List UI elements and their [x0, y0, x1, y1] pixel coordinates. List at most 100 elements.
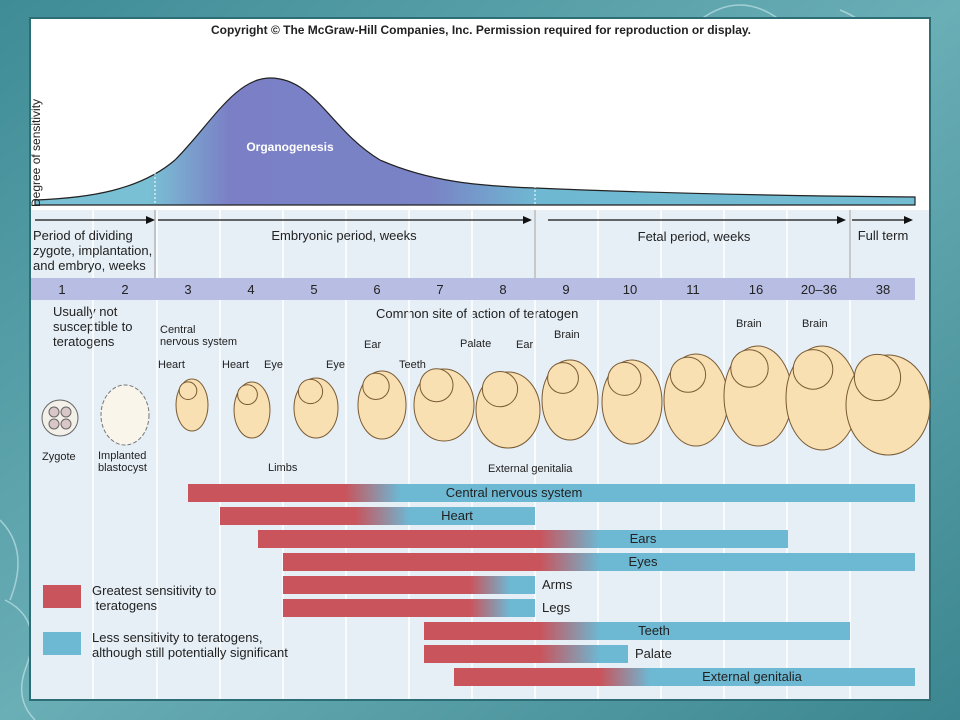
- organ-label-line: Heart: [222, 359, 249, 371]
- sensitivity-bar: [454, 668, 915, 686]
- legend-label: Less sensitivity to teratogens, although …: [92, 630, 288, 660]
- organ-label-line: Brain: [554, 329, 580, 341]
- week-label: 3: [184, 282, 191, 297]
- organ-label: Limbs: [268, 462, 298, 474]
- bar-label: Eyes: [629, 554, 658, 569]
- arrow-head: [837, 216, 846, 224]
- embryo-head: [481, 371, 519, 408]
- legend-swatch: [43, 632, 81, 655]
- week-label: 16: [749, 282, 763, 297]
- cell: [60, 406, 72, 418]
- note-line: Usually not: [53, 304, 118, 319]
- week-label: 10: [623, 282, 637, 297]
- arrow-head: [523, 216, 532, 224]
- legend-label-line: Less sensitivity to teratogens,: [92, 630, 263, 645]
- week-label: 11: [686, 282, 700, 297]
- week-label: 8: [499, 282, 506, 297]
- sensitivity-bar: [283, 553, 915, 571]
- week-label: 2: [121, 282, 128, 297]
- organ-label: External genitalia: [488, 463, 573, 475]
- cell: [48, 406, 60, 418]
- copyright: Copyright © The McGraw-Hill Companies, I…: [211, 23, 751, 37]
- period-label-line: Embryonic period, weeks: [271, 228, 417, 243]
- bar-label: Ears: [630, 531, 657, 546]
- period-label: Period of dividing zygote, implantation, a…: [33, 228, 152, 273]
- organ-label: Zygote: [42, 451, 76, 463]
- common-site: Common site of action of teratogen: [376, 306, 578, 321]
- period-label-line: Fetal period, weeks: [638, 229, 751, 244]
- period-label-line: Period of dividing: [33, 228, 133, 243]
- organ-label: Brain: [554, 329, 580, 341]
- sensitivity-bar: [188, 484, 915, 502]
- cell: [48, 418, 60, 430]
- cell: [60, 418, 72, 430]
- period-label-line: Full term: [858, 228, 909, 243]
- legend-label-line: Greatest sensitivity to: [92, 583, 216, 598]
- legend-swatch: [43, 585, 81, 608]
- bar-label: External genitalia: [702, 669, 802, 684]
- organ-label: Heart: [222, 359, 249, 371]
- embryo-head: [730, 349, 769, 388]
- week-label: 20–36: [801, 282, 837, 297]
- period-label-line: zygote, implantation,: [33, 243, 152, 258]
- embryo-head: [669, 356, 707, 393]
- bar-label: Legs: [542, 600, 571, 615]
- organ-label: Eye: [264, 359, 283, 371]
- organ-label: Teeth: [399, 359, 426, 371]
- organ-label-line: Palate: [460, 338, 491, 350]
- organ-label: Palate: [460, 338, 491, 350]
- sensitivity-bar: [283, 576, 535, 594]
- period-label: Full term: [858, 228, 909, 243]
- organ-label: Ear: [516, 339, 533, 351]
- note: Usually not susceptible to teratogens: [53, 304, 133, 349]
- arrow-head: [904, 216, 913, 224]
- sensitivity-bar: [258, 530, 788, 548]
- note-line: teratogens: [53, 334, 115, 349]
- organ-label-line: External genitalia: [488, 463, 573, 475]
- organ-label: Ear: [364, 339, 381, 351]
- sensitivity-curve: [34, 77, 916, 206]
- zygote-icon: [41, 399, 79, 437]
- organ-label-line: Brain: [736, 318, 762, 330]
- sensitivity-bar: [424, 645, 628, 663]
- arrow-head: [146, 216, 155, 224]
- organ-label: Implanted blastocyst: [98, 450, 147, 474]
- embryo-head: [362, 372, 390, 400]
- legend-label: Greatest sensitivity to teratogens: [92, 583, 216, 613]
- organ-label-line: Ear: [516, 339, 533, 351]
- sensitivity-bar: [283, 599, 535, 617]
- bar-label: Arms: [542, 577, 573, 592]
- week-label: 38: [876, 282, 890, 297]
- organ-label-line: Heart: [158, 359, 185, 371]
- embryo-head: [547, 362, 579, 394]
- bar-label: Teeth: [638, 623, 670, 638]
- period-label-line: and embryo, weeks: [33, 258, 146, 273]
- organ-label-line: Eye: [264, 359, 283, 371]
- week-label: 4: [247, 282, 254, 297]
- period-label: Embryonic period, weeks: [271, 228, 417, 243]
- organ-label-line: Eye: [326, 359, 345, 371]
- organ-label: Eye: [326, 359, 345, 371]
- embryo-head: [419, 368, 454, 403]
- embryo-head: [792, 349, 834, 390]
- week-label: 6: [373, 282, 380, 297]
- week-label: 5: [310, 282, 317, 297]
- organ-label: Heart: [158, 359, 185, 371]
- organ-label-line: blastocyst: [98, 462, 147, 474]
- sensitivity-bar: [424, 622, 850, 640]
- organ-label-line: Limbs: [268, 462, 298, 474]
- cell: [41, 399, 79, 437]
- organ-label-line: Implanted: [98, 450, 146, 462]
- organ-label: Central nervous system: [160, 324, 237, 348]
- embryo-head: [237, 384, 258, 406]
- organ-label-line: Central: [160, 324, 195, 336]
- embryo-head: [853, 353, 902, 402]
- bar-label: Central nervous system: [446, 485, 583, 500]
- legend-label-line: although still potentially significant: [92, 645, 288, 660]
- organ-label-line: Brain: [802, 318, 828, 330]
- embryo-head: [607, 361, 642, 396]
- peak-label: Organogenesis: [246, 140, 334, 154]
- blastocyst-icon: [100, 384, 150, 446]
- sensitivity-bar: [220, 507, 535, 525]
